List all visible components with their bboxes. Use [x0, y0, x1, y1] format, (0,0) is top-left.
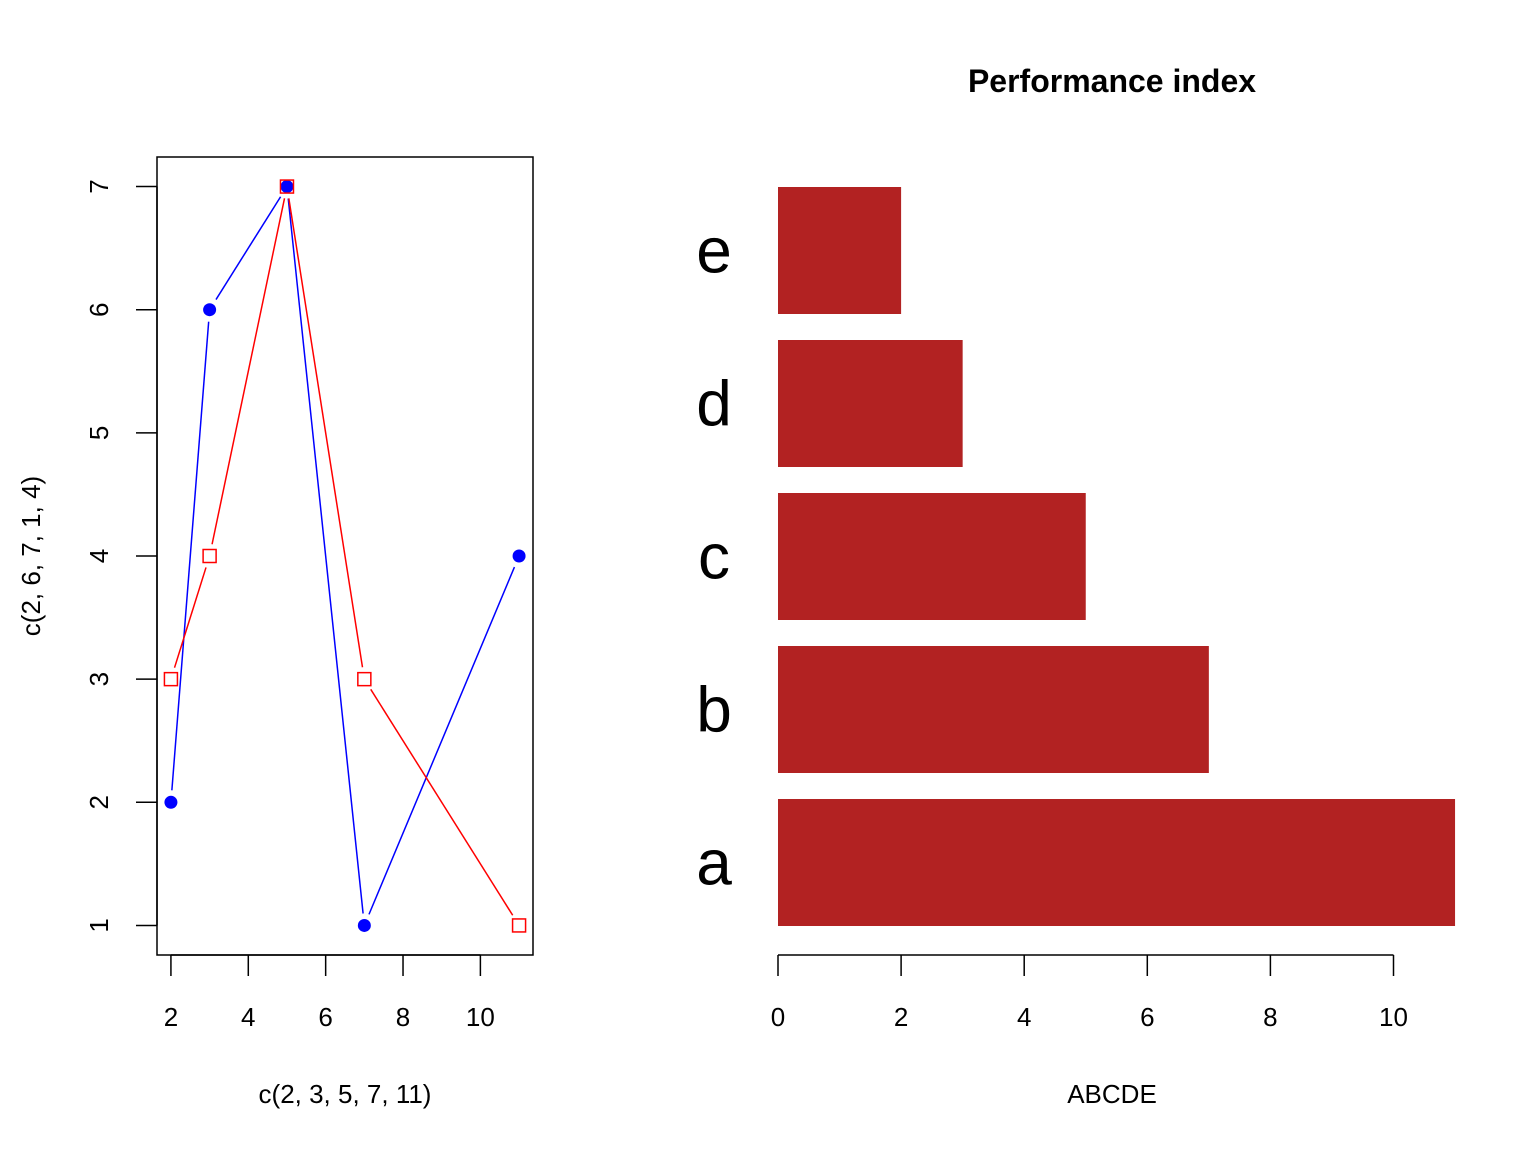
x-tick-label: 2 [894, 1002, 908, 1032]
series-line-segment [211, 198, 286, 545]
x-axis: 0 2 4 6 8 10 [771, 954, 1408, 1032]
y-tick-label: 3 [84, 672, 114, 686]
x-tick-label: 10 [1379, 1002, 1408, 1032]
bar-a [778, 799, 1456, 926]
x-axis-title: c(2, 3, 5, 7, 11) [259, 1079, 432, 1109]
category-label: a [696, 827, 732, 899]
data-point [202, 548, 217, 564]
x-axis: 2 4 6 8 10 [164, 954, 495, 1032]
x-tick-label: 0 [771, 1002, 785, 1032]
data-point [279, 179, 295, 194]
data-point [512, 549, 526, 563]
series-line-segment [173, 567, 207, 668]
bar-chart-panel: Performance index a b c d e 0 2 4 6 8 10 ABCDE [696, 63, 1456, 1109]
y-tick-label: 1 [84, 918, 114, 932]
data-point [357, 918, 371, 932]
y-tick-label: 7 [84, 179, 114, 193]
bar-c [778, 493, 1086, 620]
y-tick-label: 6 [84, 302, 114, 316]
series-2 [163, 179, 527, 933]
data-point [280, 180, 294, 194]
x-tick-label: 6 [1140, 1002, 1154, 1032]
x-tick-label: 10 [466, 1002, 495, 1032]
bar-b [778, 646, 1209, 773]
series-group [163, 179, 527, 933]
x-tick-label: 8 [1263, 1002, 1277, 1032]
x-tick-label: 4 [1017, 1002, 1031, 1032]
x-tick-label: 8 [396, 1002, 410, 1032]
series-line-segment [288, 198, 364, 668]
data-point [511, 918, 527, 933]
category-label: d [696, 368, 732, 440]
x-tick-label: 6 [318, 1002, 332, 1032]
category-label: b [696, 674, 732, 746]
x-tick-label: 4 [241, 1002, 255, 1032]
x-tick-label: 2 [164, 1002, 178, 1032]
bar-e [778, 187, 902, 314]
series-line-segment [215, 196, 282, 300]
series-line-segment [370, 688, 514, 916]
data-point [163, 671, 179, 687]
chart-title: Performance index [968, 63, 1256, 99]
series-line-segment [171, 321, 210, 791]
y-axis: 1 2 3 4 5 6 7 [84, 179, 158, 933]
series-1 [164, 180, 526, 932]
category-label: c [698, 521, 730, 593]
series-line-segment [287, 198, 364, 914]
data-point [164, 795, 178, 809]
y-tick-label: 4 [84, 549, 114, 563]
series-line-segment [368, 566, 516, 915]
bar-d [778, 340, 963, 467]
category-label: e [696, 215, 732, 287]
x-axis-title: ABCDE [1067, 1079, 1157, 1109]
category-labels: a b c d e [696, 215, 732, 899]
data-point [357, 671, 372, 687]
y-axis-title: c(2, 6, 7, 1, 4) [16, 476, 46, 636]
data-point [203, 303, 217, 317]
y-tick-label: 5 [84, 426, 114, 440]
bars-group [778, 187, 1456, 926]
y-tick-label: 2 [84, 795, 114, 809]
